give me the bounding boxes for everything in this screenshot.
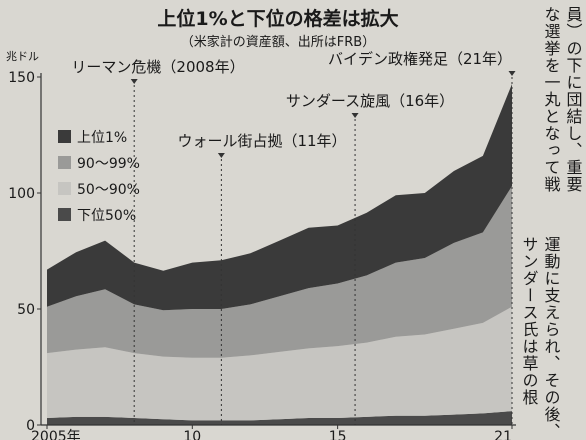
chart-subtitle: （米家計の資産額、出所はFRB） — [181, 34, 375, 50]
annotation-label: サンダース旋風（16年） — [286, 92, 454, 110]
y-tick-label: 100 — [8, 186, 35, 202]
annotation-label: ウォール街占拠（11年） — [177, 132, 346, 150]
annotation-marker — [130, 79, 138, 84]
area-series-p50_90 — [47, 306, 512, 421]
y-tick-label: 50 — [17, 302, 35, 318]
legend-label: 50～90% — [77, 182, 140, 198]
annotation-label: リーマン危機（2008年） — [71, 58, 244, 76]
side-text-column: 員）の下に団結し、重要 — [564, 6, 583, 193]
y-tick-label: 150 — [8, 70, 35, 86]
legend-swatch — [58, 156, 71, 169]
annotation-marker — [508, 71, 516, 76]
annotation-marker — [351, 113, 359, 118]
legend-label: 下位50% — [77, 208, 136, 224]
area-series-bottom50 — [47, 411, 512, 425]
y-tick-label: 0 — [26, 418, 35, 434]
x-tick-label: 2005年 — [31, 429, 81, 440]
legend-label: 上位1% — [77, 130, 127, 146]
x-tick-label: 21 — [494, 429, 512, 440]
side-text-column: な選挙を一丸となって戦 — [542, 6, 561, 193]
side-text-column: 運動に支えられ、その後、 — [542, 236, 561, 440]
legend-label: 90～99% — [77, 156, 140, 172]
annotation-marker — [217, 153, 225, 158]
x-tick-label: 10 — [183, 429, 201, 440]
area-series-top1 — [47, 84, 512, 311]
area-series-p90_99 — [47, 186, 512, 358]
annotation-label: バイデン政権発足（21年） — [328, 50, 512, 68]
y-axis-unit-label: 兆ドル — [6, 50, 39, 63]
legend-swatch — [58, 182, 71, 195]
legend-swatch — [58, 208, 71, 221]
legend-swatch — [58, 130, 71, 143]
chart-title: 上位1%と下位の格差は拡大 — [157, 7, 398, 30]
x-tick-label: 15 — [329, 429, 347, 440]
side-text-column: サンダース氏は草の根 — [520, 236, 539, 406]
